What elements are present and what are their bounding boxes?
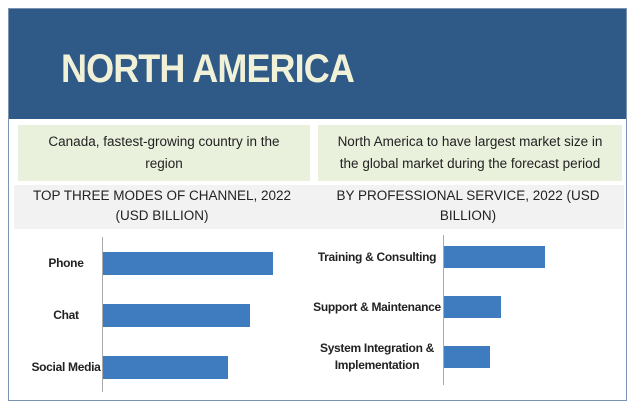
axis-line [443, 235, 444, 385]
category-label: Training & Consulting [317, 249, 437, 264]
category-label: Phone [48, 256, 84, 270]
frame [8, 8, 627, 401]
bar [103, 304, 250, 327]
highlight: Canada, fastest-growing country in the r… [18, 125, 310, 181]
chart-title: BY PROFESSIONAL SERVICE, 2022 (USD BILLI… [336, 188, 600, 223]
header: NORTH AMERICA [9, 9, 626, 119]
category-label: Social Media [31, 360, 101, 374]
bar [103, 252, 273, 275]
bar [444, 246, 545, 268]
highlight: North America to have largest market siz… [318, 125, 622, 181]
title: NORTH AMERICA [61, 47, 355, 91]
axis-line [102, 237, 103, 392]
bar [444, 296, 501, 318]
title-band [14, 185, 624, 229]
chart-title: TOP THREE MODES OF CHANNEL, 2022 (USD BI… [32, 188, 292, 223]
category-label: System Integration & Implementation [319, 341, 435, 372]
bar [103, 356, 228, 379]
category-label: Support & Maintenance [313, 299, 441, 314]
category-label: Chat [53, 308, 79, 322]
bar [444, 346, 491, 368]
